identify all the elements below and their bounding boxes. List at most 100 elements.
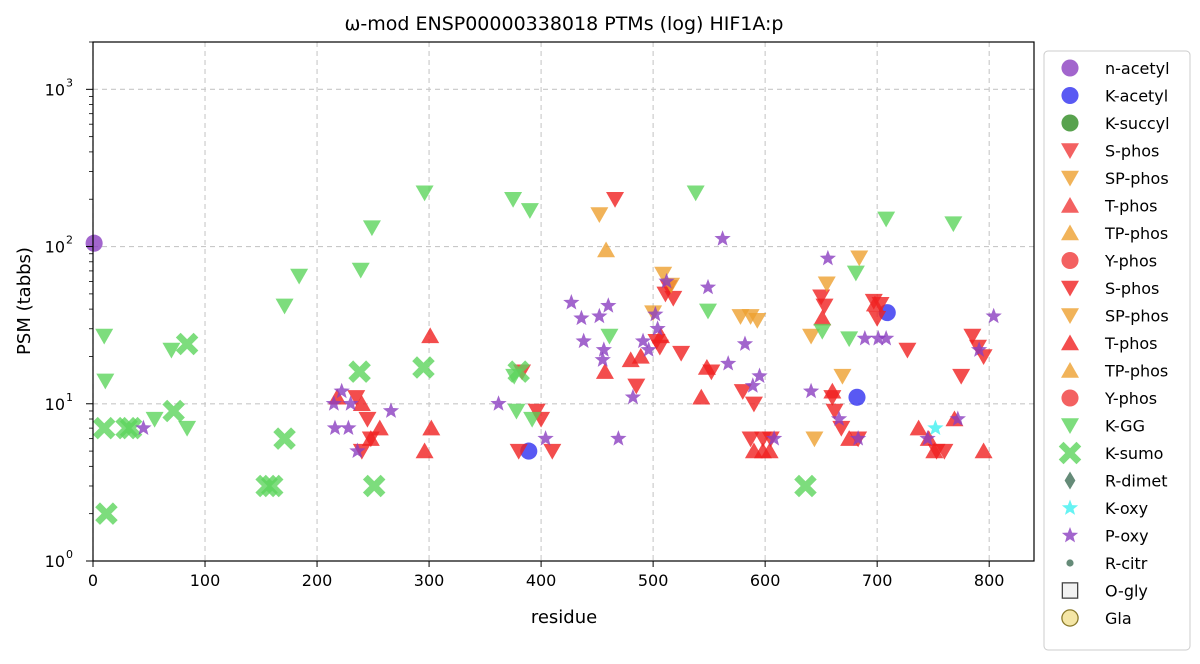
data-point — [813, 323, 832, 340]
data-point — [870, 329, 887, 346]
legend-marker — [1061, 59, 1079, 77]
data-point — [333, 382, 350, 399]
data-point — [273, 427, 296, 450]
data-point — [627, 378, 646, 395]
x-tick-label: 300 — [414, 571, 445, 590]
data-point — [563, 294, 580, 310]
data-point — [537, 430, 554, 446]
data-point — [260, 474, 284, 498]
data-point — [699, 278, 717, 295]
data-point — [95, 502, 118, 525]
data-point — [765, 430, 783, 446]
data-point — [919, 430, 936, 446]
data-point — [361, 430, 380, 446]
legend-marker — [1061, 280, 1079, 297]
data-point — [95, 328, 114, 345]
data-point — [135, 419, 152, 436]
data-point — [382, 402, 400, 418]
data-point — [595, 341, 612, 357]
data-point — [877, 211, 896, 228]
legend-label: SP-phos — [1105, 307, 1169, 326]
legend-label: O-gly — [1105, 582, 1148, 601]
legend-marker — [1061, 170, 1079, 187]
data-point — [830, 410, 848, 426]
data-point — [815, 298, 834, 315]
data-point — [85, 234, 103, 252]
data-point — [624, 388, 642, 405]
data-point — [325, 395, 342, 411]
legend-label: S-phos — [1105, 279, 1159, 298]
data-point — [909, 419, 928, 436]
data-point — [162, 399, 185, 423]
data-point — [812, 289, 831, 306]
data-point — [949, 410, 966, 426]
x-tick-label: 600 — [750, 571, 781, 590]
x-tick-label: 700 — [862, 571, 893, 590]
data-point — [848, 388, 866, 406]
data-point — [868, 311, 887, 327]
data-point — [686, 185, 705, 202]
data-point — [658, 272, 675, 289]
legend-label: K-sumo — [1105, 444, 1163, 463]
legend-marker — [1061, 196, 1079, 213]
data-point — [175, 332, 199, 356]
data-point — [802, 328, 821, 345]
data-point — [927, 419, 944, 436]
data-point — [825, 403, 844, 420]
data-point — [647, 305, 664, 322]
data-point — [846, 265, 865, 282]
data-point — [351, 262, 370, 279]
data-point — [741, 431, 760, 448]
data-point — [952, 368, 971, 385]
data-point — [819, 249, 837, 266]
legend-marker — [1058, 441, 1082, 465]
data-point — [748, 313, 767, 329]
data-point — [794, 474, 817, 498]
data-point — [340, 419, 357, 436]
data-point — [944, 216, 963, 233]
data-point — [326, 419, 344, 436]
data-point — [358, 411, 377, 428]
legend-label: S-phos — [1105, 142, 1159, 161]
data-point — [600, 328, 619, 345]
data-point — [865, 295, 884, 312]
data-point — [802, 382, 820, 399]
data-point — [573, 309, 590, 326]
y-tick-label: 10 — [45, 552, 65, 571]
data-point — [145, 411, 164, 428]
legend-marker — [1061, 251, 1079, 270]
legend-marker — [1061, 499, 1079, 515]
legend-label: K-GG — [1105, 417, 1145, 436]
y-tick-label: 10 — [45, 238, 65, 257]
x-tick-label: 500 — [638, 571, 669, 590]
data-point — [415, 185, 434, 202]
data-point — [736, 335, 754, 351]
data-point — [760, 442, 779, 459]
legend-label: K-oxy — [1105, 499, 1148, 518]
data-point — [823, 382, 842, 399]
data-point — [650, 339, 669, 356]
y-tick-exponent: 3 — [66, 76, 73, 89]
data-point — [840, 331, 859, 348]
legend-marker — [1061, 361, 1079, 378]
legend-label: TP-phos — [1104, 362, 1168, 381]
data-point — [92, 416, 116, 440]
data-point — [520, 203, 539, 219]
data-point — [527, 403, 546, 420]
data-point — [974, 442, 993, 459]
data-point — [507, 360, 530, 383]
data-point — [504, 192, 523, 208]
x-tick-label: 100 — [190, 571, 221, 590]
chart-title: ω-mod ENSP00000338018 PTMs (log) HIF1A:p — [344, 13, 783, 35]
legend-marker — [1061, 418, 1079, 435]
data-point — [591, 307, 608, 324]
data-point — [178, 420, 197, 437]
data-point — [421, 327, 440, 344]
data-point — [898, 342, 917, 359]
plot-frame — [92, 41, 1035, 562]
data-point — [96, 373, 115, 390]
data-points — [85, 185, 1002, 525]
x-axis-label: residue — [531, 607, 597, 628]
legend-marker — [1061, 389, 1079, 407]
